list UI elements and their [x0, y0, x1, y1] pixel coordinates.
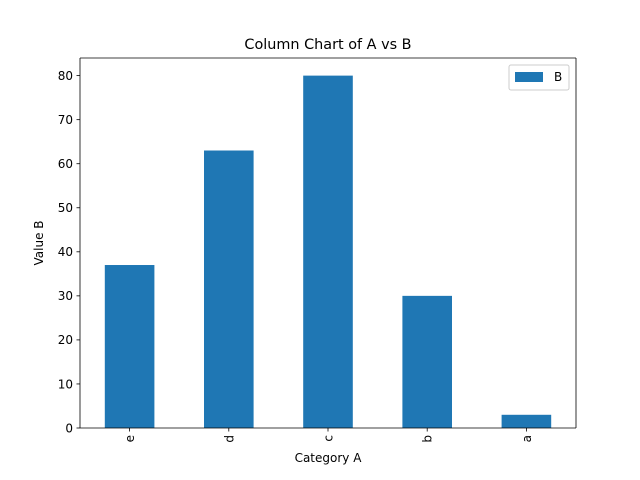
- legend-swatch-b: [515, 72, 543, 82]
- y-tick-label: 10: [58, 377, 73, 391]
- x-tick-label: e: [123, 435, 137, 442]
- x-tick-label: a: [520, 435, 534, 442]
- y-axis-label: Value B: [32, 221, 46, 266]
- plot-frame: [79, 57, 577, 429]
- y-tick-label: 30: [58, 289, 73, 303]
- legend: B: [508, 64, 570, 91]
- bar-b: [402, 295, 452, 428]
- y-tick-label: 50: [58, 201, 73, 215]
- bar-a: [501, 414, 552, 428]
- y-tick-label: 80: [58, 69, 73, 83]
- bar-e: [104, 265, 155, 428]
- x-axis-label: Category A: [295, 451, 363, 465]
- y-tick-label: 40: [58, 245, 73, 259]
- x-tick-label: b: [421, 435, 435, 443]
- bar-d: [204, 150, 254, 428]
- y-tick-label: 70: [58, 113, 73, 127]
- legend-label-b: B: [554, 70, 562, 84]
- chart-title: Column Chart of A vs B: [244, 37, 411, 53]
- y-axis-ticks: 0 10 20 30 40 50 60 70 80: [58, 69, 80, 435]
- y-tick-label: 0: [65, 421, 73, 435]
- x-tick-label: d: [222, 435, 236, 443]
- x-tick-label: c: [322, 435, 336, 442]
- y-tick-label: 60: [58, 157, 73, 171]
- bars-layer: [104, 75, 552, 429]
- bar-c: [303, 75, 353, 429]
- y-tick-label: 20: [58, 333, 73, 347]
